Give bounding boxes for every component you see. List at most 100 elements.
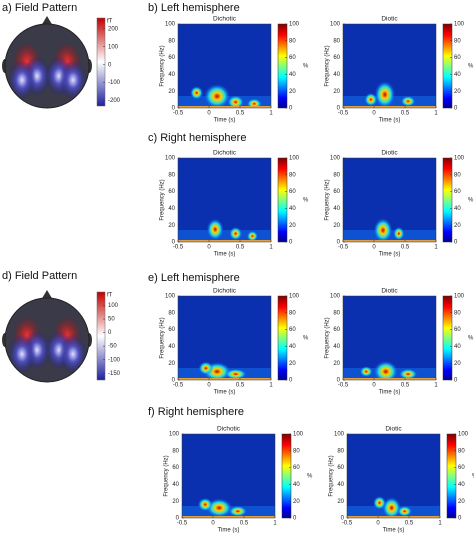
colorbar-label: %: [303, 336, 309, 342]
x-tick-label: 0: [372, 111, 376, 117]
chart-title: Diotic: [381, 150, 398, 157]
heading: b) Left hemisphere: [148, 2, 240, 14]
colorbar-tick-label: -100: [108, 80, 121, 86]
blob: [228, 505, 248, 517]
blob: [373, 360, 398, 380]
blob: [224, 368, 247, 380]
blob: [206, 218, 224, 241]
x-axis-label: Time (s): [379, 390, 401, 396]
colorbar-tick-label: 60: [454, 189, 461, 195]
colorbar-tick-label: 40: [289, 344, 296, 350]
colorbar-tick-label: 20: [458, 499, 465, 505]
colorbar-tick-label: 60: [289, 189, 296, 195]
y-tick-label: 40: [168, 72, 175, 78]
x-tick-label: 0: [376, 521, 380, 527]
chart-title: Diotic: [381, 288, 398, 295]
baseline-band: [343, 240, 436, 242]
colorbar-label: %: [468, 336, 474, 342]
blob: [227, 95, 245, 108]
colorbar-tick-label: 60: [454, 55, 461, 61]
colorbar-tick-label: 20: [289, 89, 296, 95]
pole: [59, 60, 87, 100]
colorbar-tick-label: 80: [454, 172, 461, 178]
colorbar-tick-label: 0: [108, 330, 112, 336]
colorbar-tick-label: 0: [454, 240, 458, 246]
y-tick-label: 100: [165, 22, 176, 28]
blob: [374, 81, 396, 108]
colorbar-tick-label: 80: [289, 310, 296, 316]
y-tick-label: 40: [333, 206, 340, 212]
colorbar-tick-label: 0: [293, 516, 297, 522]
colorbar-tick-label: 40: [458, 482, 465, 488]
y-tick-label: 0: [172, 106, 176, 112]
y-tick-label: 20: [168, 223, 175, 229]
colorbar-tick-label: -150: [108, 371, 121, 377]
baseline-band: [347, 516, 440, 518]
heatmap: [343, 24, 436, 108]
y-tick-label: 80: [168, 38, 175, 44]
x-tick-label: 0.5: [401, 383, 410, 389]
frame: [346, 433, 441, 519]
colorbar-tick-label: 40: [293, 482, 300, 488]
chart-title: Diotic: [385, 426, 402, 433]
topomap: [5, 24, 89, 108]
x-tick-label: 0: [207, 111, 211, 117]
x-axis-label: Time (s): [218, 528, 240, 534]
y-tick-label: 100: [330, 156, 341, 162]
colorbar-label: fT: [107, 19, 113, 25]
nose: [41, 290, 53, 300]
y-tick-label: 40: [337, 482, 344, 488]
colorbar-tick-label: -100: [108, 357, 121, 363]
colorbar-tick-label: 20: [289, 361, 296, 367]
y-tick-label: 80: [172, 448, 179, 454]
colorbar-tick-label: 100: [108, 303, 119, 309]
x-tick-label: 0: [207, 383, 211, 389]
frame: [181, 433, 276, 519]
colorbar-tick-label: 100: [293, 432, 304, 438]
blob: [364, 92, 378, 107]
x-tick-label: 0.5: [236, 111, 245, 117]
frame: [177, 157, 272, 243]
y-tick-label: 0: [172, 240, 176, 246]
y-tick-label: 0: [341, 516, 345, 522]
colorbar: [442, 295, 453, 381]
blob: [373, 496, 387, 510]
y-tick-label: 100: [330, 22, 341, 28]
chart-title: Diotic: [381, 16, 398, 23]
y-tick-label: 80: [168, 172, 175, 178]
colorbar-tick-label: 100: [458, 432, 469, 438]
baseline-band: [343, 106, 436, 108]
frame: [342, 23, 437, 109]
y-tick-label: 20: [337, 499, 344, 505]
heatmap: [343, 158, 436, 242]
y-tick-label: 60: [337, 465, 344, 471]
heatmap: [347, 434, 440, 518]
y-tick-label: 100: [169, 432, 180, 438]
heading: e) Left hemisphere: [148, 272, 240, 284]
colorbar-tick-label: 0: [289, 240, 293, 246]
x-tick-label: 0: [207, 245, 211, 251]
x-axis-label: Time (s): [214, 252, 236, 258]
heatmap: [178, 158, 271, 242]
x-axis-label: Time (s): [379, 118, 401, 124]
y-tick-label: 20: [333, 223, 340, 229]
nose: [41, 16, 53, 26]
colorbar: [281, 433, 292, 519]
baseline-band: [343, 378, 436, 380]
y-tick-label: 20: [168, 89, 175, 95]
colorbar-tick-label: 100: [289, 156, 300, 162]
colorbar-tick-label: 50: [108, 317, 115, 323]
y-tick-label: 40: [333, 72, 340, 78]
colorbar-tick-label: 20: [454, 361, 461, 367]
colorbar-tick-label: 20: [454, 223, 461, 229]
colorbar-tick-label: 20: [289, 223, 296, 229]
y-tick-label: 40: [168, 344, 175, 350]
heatmap-bg: [178, 158, 271, 242]
x-tick-label: 0.5: [236, 383, 245, 389]
colorbar: [277, 157, 288, 243]
colorbar-tick-label: 20: [454, 89, 461, 95]
colorbar-tick-label: 100: [289, 294, 300, 300]
y-tick-label: 0: [176, 516, 180, 522]
colorbar-tick-label: 40: [454, 344, 461, 350]
